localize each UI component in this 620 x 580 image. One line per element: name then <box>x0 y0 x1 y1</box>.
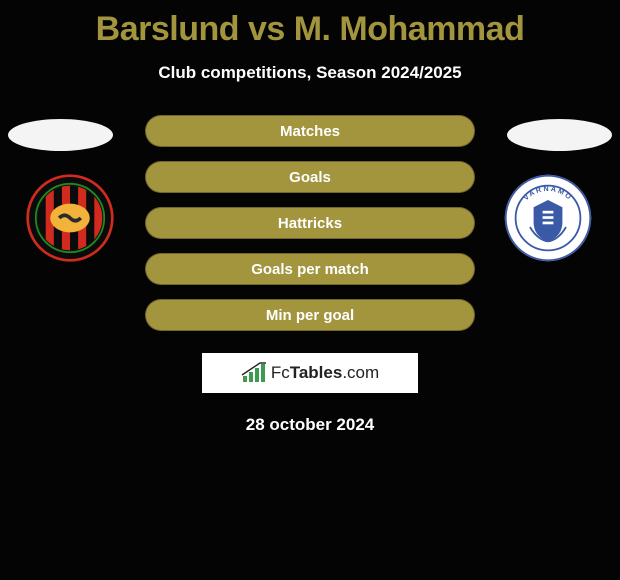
stat-bars: Matches Goals Hattricks Goals per match Min … <box>145 115 475 331</box>
stat-bar-label: Hattricks <box>278 215 342 232</box>
stat-bar-label: Goals <box>289 169 331 186</box>
player-right-oval <box>507 119 612 151</box>
comparison-content: VARNAMO Matches Goals Hattricks Goals per m… <box>0 115 620 435</box>
date-label: 28 october 2024 <box>0 415 620 435</box>
stat-bar: Matches <box>145 115 475 147</box>
stat-bar: Min per goal <box>145 299 475 331</box>
stat-bar-label: Goals per match <box>251 261 369 278</box>
brand-badge: FcTables.com <box>202 353 418 393</box>
page-title: Barslund vs M. Mohammad <box>0 0 620 49</box>
player-left-oval <box>8 119 113 151</box>
stat-bar-label: Min per goal <box>266 307 354 324</box>
brand-chart-icon <box>241 362 267 384</box>
stat-bar: Hattricks <box>145 207 475 239</box>
stat-bar: Goals <box>145 161 475 193</box>
club-logo-right: VARNAMO <box>499 173 597 263</box>
subtitle: Club competitions, Season 2024/2025 <box>0 63 620 83</box>
stat-bar-label: Matches <box>280 123 340 140</box>
brand-text: FcTables.com <box>271 363 379 383</box>
club-logo-left <box>21 173 119 263</box>
stat-bar: Goals per match <box>145 253 475 285</box>
